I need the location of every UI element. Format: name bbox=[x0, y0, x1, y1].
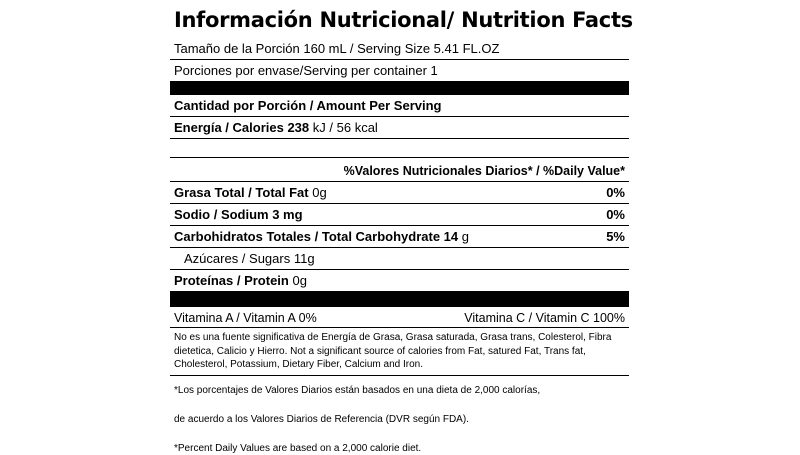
vitamin-c: Vitamina C / Vitamin C 100% bbox=[464, 311, 625, 325]
nutrient-label: Grasa Total / Total Fat bbox=[174, 185, 309, 200]
footnote-3: *Percent Daily Values are based on a 2,0… bbox=[174, 442, 422, 454]
thick-divider bbox=[170, 291, 629, 307]
nutrient-label: Proteínas / Protein bbox=[174, 273, 289, 288]
nutrient-row-fat: Grasa Total / Total Fat 0g 0% bbox=[170, 182, 629, 204]
nutrient-pct: 0% bbox=[606, 207, 625, 222]
vitamins-row: Vitamina A / Vitamin A 0% Vitamina C / V… bbox=[170, 307, 629, 328]
energy-label: Energía / Calories bbox=[174, 120, 284, 135]
nutrient-pct: 0% bbox=[606, 185, 625, 200]
servings-per-container: Porciones por envase/Serving per contain… bbox=[174, 63, 438, 78]
nutrient-label: Sodio / Sodium 3 mg bbox=[174, 207, 303, 222]
daily-value-header: %Valores Nutricionales Diarios* / %Daily… bbox=[170, 158, 629, 182]
nutrient-amount: 0g bbox=[292, 273, 307, 288]
label-title: Información Nutricional/ Nutrition Facts bbox=[174, 8, 633, 32]
nutrient-row-sugars: Azúcares / Sugars 11g bbox=[170, 248, 629, 270]
nutrient-label: Azúcares / Sugars 11g bbox=[184, 251, 315, 266]
vitamin-a: Vitamina A / Vitamin A 0% bbox=[174, 311, 317, 325]
spacer bbox=[170, 139, 629, 158]
footnote-2: de acuerdo a los Valores Diarios de Refe… bbox=[174, 413, 469, 425]
nutrient-label: Carbohidratos Totales / Total Carbohydra… bbox=[174, 229, 459, 244]
footnote-1: *Los porcentajes de Valores Diarios está… bbox=[174, 384, 541, 396]
nutrient-row-protein: Proteínas / Protein 0g bbox=[170, 270, 629, 291]
nutrient-row-sodium: Sodio / Sodium 3 mg 0% bbox=[170, 204, 629, 226]
nutrient-row-carbohydrate: Carbohidratos Totales / Total Carbohydra… bbox=[170, 226, 629, 248]
serving-size: Tamaño de la Porción 160 mL / Serving Si… bbox=[170, 38, 629, 60]
nutrient-amount: 0g bbox=[312, 185, 327, 200]
amount-per-serving: Cantidad por Porción / Amount Per Servin… bbox=[170, 95, 629, 117]
nutrient-amount: g bbox=[461, 229, 469, 244]
energy-value: 238 bbox=[287, 120, 310, 135]
nutrient-pct: 5% bbox=[606, 229, 625, 244]
nutrition-facts-label: Información Nutricional/ Nutrition Facts… bbox=[170, 8, 633, 455]
thick-divider bbox=[170, 81, 629, 95]
energy-row: Energía / Calories 238 kJ / 56 kcal bbox=[170, 117, 629, 139]
energy-unit: kJ / 56 kcal bbox=[312, 120, 378, 135]
significance-note: No es una fuente significativa de Energí… bbox=[170, 328, 629, 376]
